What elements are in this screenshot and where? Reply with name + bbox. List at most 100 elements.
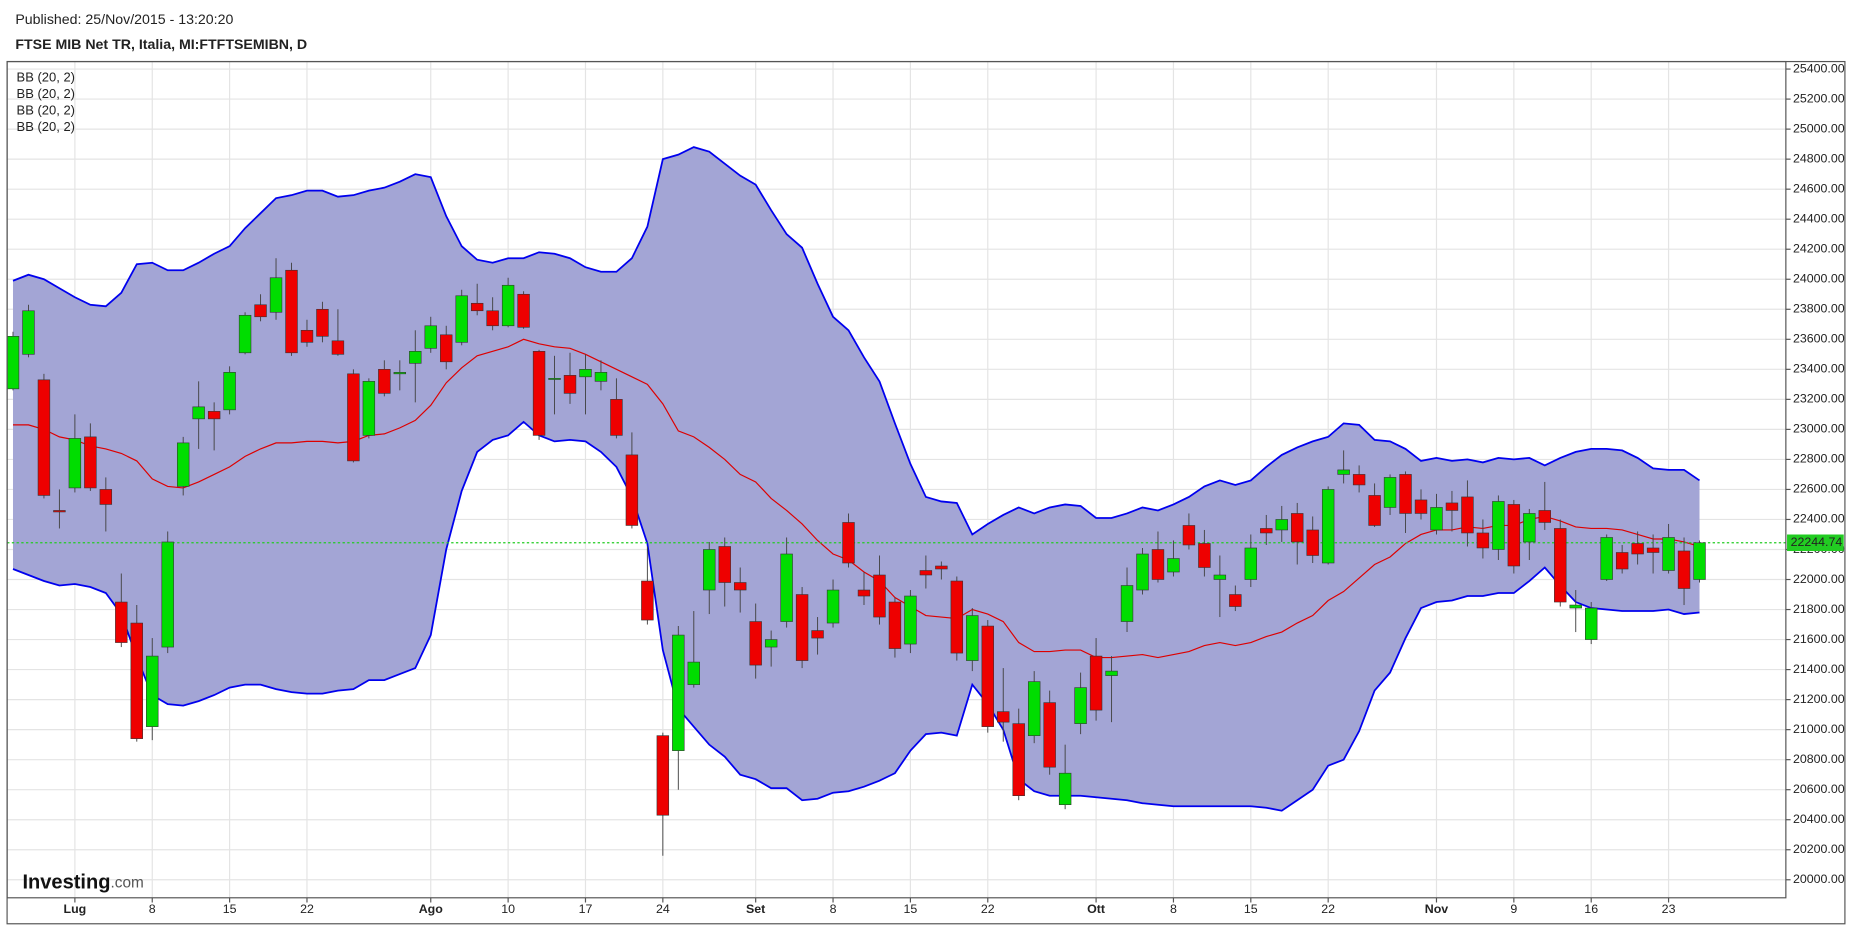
candle-body — [610, 399, 623, 436]
candle-body — [440, 334, 453, 363]
candle-body — [470, 302, 484, 312]
logo-suffix: .com — [111, 875, 144, 892]
candle-body — [269, 277, 283, 313]
x-tick-label: 24 — [656, 902, 670, 916]
candle-body — [811, 630, 824, 639]
candle-body — [873, 574, 886, 618]
candle-body — [68, 438, 82, 489]
x-tick-label: 15 — [223, 902, 237, 916]
y-tick-label: 22800.00 — [1793, 452, 1845, 466]
candle-body — [161, 541, 174, 648]
y-tick-label: 22400.00 — [1793, 512, 1845, 526]
candle-body — [1585, 607, 1598, 640]
candle-body — [1260, 528, 1273, 534]
candle-body — [37, 379, 51, 496]
candle-body — [84, 436, 97, 489]
y-tick-label: 22000.00 — [1793, 572, 1845, 586]
candle-body — [115, 601, 128, 643]
candle-body — [1383, 477, 1397, 508]
last-price-box — [1787, 534, 1844, 552]
y-tick-label: 24800.00 — [1793, 151, 1845, 165]
outer-frame — [6, 60, 1846, 925]
candle-body — [1399, 474, 1412, 514]
candle-body — [672, 634, 685, 751]
y-tick-label: 23400.00 — [1793, 362, 1845, 376]
y-tick-label: 24200.00 — [1793, 242, 1845, 256]
x-tick-label: 16 — [1584, 902, 1598, 916]
y-tick-label: 20400.00 — [1793, 812, 1845, 826]
candle-body — [1677, 550, 1691, 589]
y-tick-label: 25400.00 — [1793, 61, 1845, 75]
chart-title: FTSE MIB Net TR, Italia, MI:FTFTSEMIBN, … — [15, 37, 307, 53]
y-tick-label: 20000.00 — [1793, 872, 1845, 886]
candle-body — [192, 406, 205, 420]
candle-body — [857, 589, 871, 597]
candle-body — [780, 553, 793, 622]
candle-body — [935, 565, 948, 570]
band-line-middle — [12, 338, 1700, 659]
candle-body — [1538, 510, 1551, 523]
candle-body — [1461, 496, 1474, 534]
candle-body — [1306, 529, 1319, 556]
candle-body — [997, 711, 1010, 723]
x-tick-label: 22 — [1321, 902, 1335, 916]
x-tick-label: Ago — [419, 902, 444, 916]
candle-body — [362, 381, 376, 436]
candle-body — [393, 372, 407, 375]
candle-body — [594, 372, 608, 382]
candles — [6, 258, 1786, 856]
x-tick-label: 15 — [904, 902, 918, 916]
candle-body — [734, 582, 747, 591]
candle-body — [1337, 469, 1350, 475]
candle-body — [579, 369, 592, 378]
candle-body — [501, 284, 515, 327]
candle-body — [1027, 681, 1041, 736]
candle-body — [1151, 549, 1165, 580]
candle-body — [950, 580, 964, 654]
candle-body — [1120, 585, 1134, 622]
x-tick-label: 8 — [830, 902, 837, 916]
candle-body — [1043, 702, 1056, 768]
candle-body — [1476, 532, 1490, 549]
band-line-upper — [12, 146, 1701, 536]
candle-body — [1105, 670, 1118, 676]
y-tick-label: 21400.00 — [1793, 662, 1845, 676]
x-tick-label: 8 — [1170, 902, 1177, 916]
candle-body — [6, 336, 20, 390]
candle-body — [378, 369, 391, 394]
candle-body — [532, 351, 546, 436]
candle-body — [238, 314, 252, 354]
logo-name: Investing — [22, 872, 110, 894]
candle-body — [749, 621, 762, 666]
candle-body — [254, 304, 267, 318]
y-tick-label: 21600.00 — [1793, 632, 1845, 646]
candle-body — [981, 625, 994, 727]
candle-body — [826, 589, 840, 624]
candle-body — [1074, 687, 1087, 724]
candle-body — [1646, 547, 1660, 553]
candle-body — [1167, 558, 1180, 573]
candle-body — [1600, 537, 1613, 580]
candle-body — [1058, 772, 1072, 806]
candle-body — [1445, 502, 1459, 511]
y-tick-label: 24600.00 — [1793, 181, 1845, 195]
candle-body — [919, 570, 933, 576]
bollinger-bands — [12, 146, 1701, 812]
candle-body — [1275, 519, 1288, 531]
x-tick-label: 22 — [981, 902, 995, 916]
candle-body — [1321, 489, 1335, 564]
candle-body — [1507, 504, 1521, 567]
y-tick-label: 20200.00 — [1793, 842, 1845, 856]
x-tick-label: 23 — [1662, 902, 1676, 916]
candle-body — [424, 325, 437, 349]
logo: Investing.com — [22, 872, 143, 894]
y-tick-label: 24400.00 — [1793, 211, 1845, 225]
candle-body — [316, 308, 329, 337]
y-tick-label: 23200.00 — [1793, 392, 1845, 406]
x-tick-label: Set — [746, 902, 765, 916]
x-tick-label: 17 — [579, 902, 593, 916]
candle-body — [455, 295, 468, 343]
legend-entry: BB (20, 2) — [17, 70, 75, 85]
